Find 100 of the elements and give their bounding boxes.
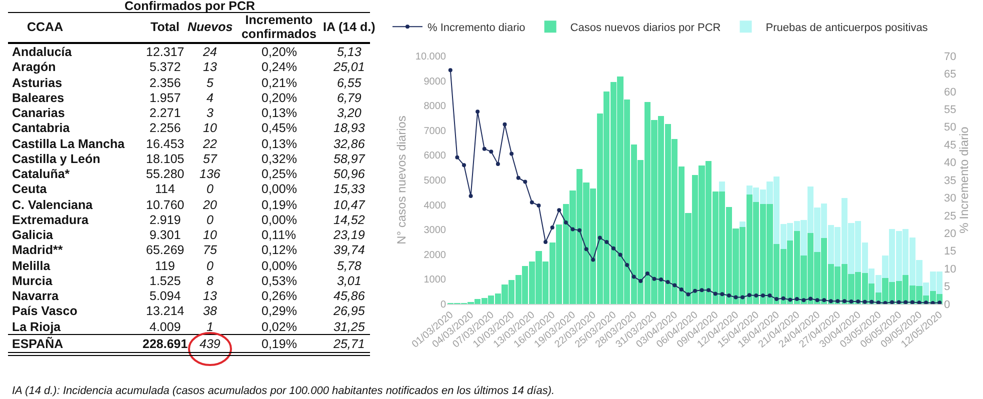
text: 2.919 (150, 212, 181, 227)
y2-tick-label: 65 (944, 68, 956, 81)
y2-tick-label: 40 (944, 157, 956, 170)
text: 0 (206, 212, 214, 227)
y2-tick-label: 45 (944, 139, 956, 152)
text: 0,53% (262, 274, 297, 288)
text: Asturias (12, 76, 62, 90)
text: 1.957 (150, 90, 181, 105)
text: 5.094 (150, 289, 181, 304)
text: 22 (203, 136, 217, 151)
text: 3,01 (337, 274, 362, 288)
text: 14,52 (334, 212, 365, 227)
text: Confirmados por PCR (124, 0, 256, 13)
text: Aragón (12, 60, 56, 74)
text: 13 (203, 289, 217, 304)
text: 10.760 (146, 198, 184, 212)
text: Extremadura (12, 212, 88, 227)
text: Navarra (12, 289, 59, 304)
text: 0,00% (262, 212, 297, 227)
text: 6,55 (337, 76, 362, 90)
text: Andalucía (12, 45, 72, 59)
text: C. Valenciana (12, 198, 93, 212)
text: 24 (203, 45, 217, 59)
text: 439 (200, 336, 220, 351)
y-tick-label: 7000 (424, 126, 446, 137)
text: 4 (206, 90, 214, 105)
y-tick-label: 3000 (424, 225, 446, 236)
text: 0,21% (262, 76, 297, 90)
text: Murcia (12, 274, 52, 288)
text: 12.317 (146, 45, 184, 59)
y2-tick-label: 35 (944, 174, 956, 187)
text: 20 (203, 198, 217, 212)
text: Total (150, 20, 180, 34)
y-tick-label: 9000 (424, 76, 446, 88)
text: 0 (206, 258, 214, 273)
text: 65.269 (146, 243, 184, 258)
bar (719, 182, 726, 192)
text: 9.301 (150, 228, 181, 242)
text: 50,96 (334, 167, 365, 182)
text: 31,25 (334, 320, 365, 334)
y-tick-label: 10.000 (415, 52, 446, 62)
y2-tick-label: 60 (944, 86, 956, 98)
text: Canarias (12, 106, 65, 120)
text: 1.525 (150, 274, 181, 288)
text: 2.356 (150, 76, 181, 90)
text: 119 (155, 258, 175, 273)
y2-axis-title: % Incremento diario (957, 126, 972, 234)
bar (740, 222, 746, 227)
text: Ceuta (12, 182, 47, 196)
y2-tick-label: 50 (944, 122, 956, 134)
y-tick-label: 6000 (424, 150, 446, 162)
text: 38 (203, 304, 217, 318)
text: 32,86 (334, 136, 365, 151)
text: País Vasco (12, 304, 78, 318)
text: 2.256 (150, 121, 181, 136)
y-tick-label: 1000 (424, 274, 446, 286)
text: 136 (200, 167, 220, 182)
text: Baleares (12, 90, 64, 105)
text: 5,13 (337, 45, 362, 59)
y2-tick-label: 10 (944, 263, 956, 276)
text: 0,19% (262, 198, 297, 212)
text: 0,45% (262, 121, 297, 136)
y-tick-label: 2000 (424, 250, 446, 261)
text: 10,47 (334, 198, 365, 212)
legend-label: Pruebas de anticuerpos positivas (766, 22, 928, 34)
text: Cantabria (12, 121, 70, 136)
text: 26,95 (334, 304, 365, 318)
text: 25,71 (334, 336, 365, 351)
text: 4.009 (150, 320, 181, 334)
y-tick-label: 4000 (424, 200, 446, 212)
text: 0,32% (262, 152, 297, 166)
text: 16.453 (146, 136, 184, 151)
text: Castilla y León (12, 152, 100, 166)
text: Castilla La Mancha (12, 136, 125, 151)
text: 45,86 (334, 289, 365, 304)
text: 114 (155, 182, 175, 196)
text: 15,33 (334, 182, 365, 196)
text: IA (14 d.) (323, 20, 376, 34)
text: 0,29% (262, 304, 297, 318)
y2-tick-label: 20 (944, 228, 956, 240)
text: 0,24% (262, 60, 297, 74)
text: 0,19% (262, 336, 297, 351)
text: Cataluña* (12, 167, 70, 182)
text: Nuevos (188, 20, 233, 34)
text: 18.105 (146, 152, 184, 166)
text: 0,02% (262, 320, 297, 334)
text: 13.214 (146, 304, 184, 318)
text: 0,13% (262, 106, 297, 120)
text: 0,12% (262, 243, 297, 258)
text: ESPAÑA (12, 336, 64, 351)
text: 0,26% (262, 289, 297, 304)
text: 228.691 (142, 336, 188, 351)
text: 13 (203, 60, 217, 74)
text: 25,01 (334, 60, 365, 74)
text: 23,19 (334, 228, 365, 242)
text: 75 (203, 243, 217, 258)
text: CCAA (27, 20, 64, 34)
text: 0,25% (262, 167, 297, 182)
y-tick-label: 5000 (424, 176, 446, 186)
text: 0,20% (262, 45, 297, 59)
